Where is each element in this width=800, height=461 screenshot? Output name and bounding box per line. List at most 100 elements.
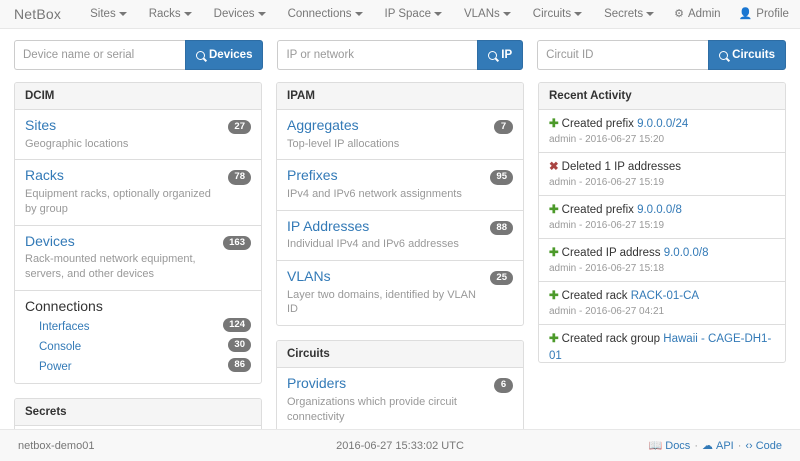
- nav-item-profile[interactable]: 👤 Profile: [730, 8, 798, 20]
- item-description: Layer two domains, identified by VLAN ID: [287, 288, 476, 316]
- footer-link-docs[interactable]: 📖 Docs: [649, 439, 691, 453]
- list-item[interactable]: Prefixes 95 IPv4 and IPv6 network assign…: [277, 160, 523, 211]
- link-ip-addresses[interactable]: IP Addresses: [287, 217, 370, 234]
- nav-item-connections[interactable]: Connections: [277, 8, 374, 20]
- activity-meta: admin - 2016-06-27 15:18: [549, 263, 665, 275]
- activity-object-link[interactable]: 9.0.0.0/8: [637, 204, 682, 217]
- footer-link-api[interactable]: ☁ API: [701, 439, 734, 453]
- count-badge: 86: [228, 357, 251, 373]
- nav-item-vlans[interactable]: VLANs: [453, 8, 522, 20]
- activity-item[interactable]: ✚ Created prefix 9.0.0.0/24 admin - 2016-…: [539, 110, 785, 154]
- chevron-down-icon: [183, 11, 192, 16]
- activity-object-link[interactable]: 9.0.0.0/8: [663, 247, 709, 260]
- nav-label: VLANs: [463, 8, 500, 20]
- nav-item-admin[interactable]: ⚙ Admin: [665, 8, 729, 20]
- list-item[interactable]: Providers 6 Organizations which provide …: [277, 368, 523, 434]
- footer-separator: ·: [737, 439, 742, 452]
- list-item[interactable]: Racks 78 Equipment racks, optionally org…: [15, 160, 261, 226]
- link-racks[interactable]: Racks: [25, 167, 64, 184]
- count-badge: 27: [228, 120, 251, 135]
- list-item[interactable]: VLANs 25 Layer two domains, identified b…: [277, 261, 523, 325]
- link-power[interactable]: Power: [39, 360, 72, 373]
- brand-logo[interactable]: NetBox: [14, 6, 62, 22]
- activity-object-link[interactable]: Hawaii - CAGE-DH1-01: [549, 333, 772, 362]
- list-item[interactable]: Interfaces 124: [25, 316, 251, 336]
- nav-label: Racks: [148, 8, 181, 20]
- circuit-search-button[interactable]: Circuits: [708, 40, 786, 70]
- footer-link-label: Code: [755, 439, 783, 452]
- link-providers[interactable]: Providers: [287, 375, 347, 392]
- list-item[interactable]: Aggregates 7 Top-level IP allocations: [277, 110, 523, 161]
- button-label: IP: [501, 49, 513, 61]
- item-description: Equipment racks, optionally organized by…: [25, 187, 211, 215]
- nav-label: Secrets: [604, 8, 644, 20]
- nav-user-menu: ⚙Admin 👤Profile ↦Log out: [665, 8, 800, 20]
- button-label: Circuits: [732, 49, 775, 61]
- panel-recent-activity: Recent Activity ✚ Created prefix 9.0.0.0/…: [538, 82, 786, 363]
- activity-action: Deleted 1 IP addresses: [561, 161, 681, 174]
- link-aggregates[interactable]: Aggregates: [287, 117, 359, 133]
- button-label: Devices: [209, 49, 253, 61]
- list-item[interactable]: Sites 27 Geographic locations: [15, 110, 261, 161]
- activity-line: ✚ Created IP address 9.0.0.0/8: [549, 245, 775, 261]
- item-description: IPv4 and IPv6 network assignments: [287, 187, 462, 200]
- activity-item[interactable]: ✖ Deleted 1 IP addresses admin - 2016-06-…: [539, 153, 785, 197]
- activity-action: Created IP address: [561, 247, 661, 260]
- search-icon: [196, 50, 205, 60]
- circuit-search-input[interactable]: [537, 40, 709, 70]
- activity-item[interactable]: ✚ Created prefix 9.0.0.0/8 admin - 2016-0…: [539, 196, 785, 240]
- plus-icon: ✚: [549, 204, 559, 217]
- chevron-down-icon: [646, 11, 655, 16]
- link-prefixes[interactable]: Prefixes: [287, 167, 338, 184]
- list-item[interactable]: Power 86: [25, 356, 251, 376]
- nav-item-secrets[interactable]: Secrets: [593, 8, 665, 20]
- ip-search-input[interactable]: [277, 40, 478, 70]
- cloud-icon: ☁: [701, 440, 713, 452]
- panel-body: Sites 27 Geographic locations Racks 78 E…: [15, 110, 261, 383]
- link-devices[interactable]: Devices: [25, 232, 75, 249]
- list-item[interactable]: IP Addresses 88 Individual IPv4 and IPv6…: [277, 211, 523, 262]
- activity-scroll-area[interactable]: ✚ Created prefix 9.0.0.0/24 admin - 2016-…: [539, 110, 785, 362]
- plus-icon: ✚: [549, 290, 559, 303]
- list-item[interactable]: Devices 163 Rack-mounted network equipme…: [15, 226, 261, 291]
- footer-link-label: API: [715, 439, 734, 452]
- activity-item[interactable]: ✚ Created rack group Hawaii - CAGE-DH1-01…: [539, 325, 785, 362]
- plus-icon: ✚: [549, 333, 559, 346]
- nav-item-sites[interactable]: Sites: [79, 8, 138, 20]
- list-item[interactable]: Console 30: [25, 336, 251, 356]
- footer-hostname: netbox-demo01: [18, 439, 95, 452]
- ip-search-button[interactable]: IP: [477, 40, 524, 70]
- activity-object-link[interactable]: RACK-01-CA: [630, 290, 700, 303]
- nav-item-ip-space[interactable]: IP Space: [374, 8, 453, 20]
- link-console[interactable]: Console: [39, 340, 82, 353]
- nav-item-devices[interactable]: Devices: [203, 8, 277, 20]
- nav-item-circuits[interactable]: Circuits: [522, 8, 593, 20]
- device-search-button[interactable]: Devices: [185, 40, 264, 70]
- activity-action: Created rack: [561, 290, 628, 303]
- top-navbar: NetBox Sites Racks Devices Connections I…: [0, 0, 800, 29]
- ip-search-group: IP: [277, 40, 524, 70]
- column-middle: IPAM Aggregates 7 Top-level IP allocatio…: [276, 82, 524, 461]
- chevron-down-icon: [354, 11, 363, 16]
- panel-body: Aggregates 7 Top-level IP allocations Pr…: [277, 110, 523, 325]
- activity-action: Created prefix: [561, 118, 634, 130]
- plus-icon: ✚: [549, 118, 559, 130]
- panel-ipam: IPAM Aggregates 7 Top-level IP allocatio…: [276, 82, 524, 327]
- nav-item-racks[interactable]: Racks: [138, 8, 203, 20]
- device-search-input[interactable]: [14, 40, 185, 70]
- x-icon: ✖: [549, 161, 559, 174]
- activity-item[interactable]: ✚ Created IP address 9.0.0.0/8 admin - 20…: [539, 239, 785, 283]
- count-badge: 95: [490, 170, 513, 185]
- footer-link-code[interactable]: ‹› Code: [745, 440, 782, 452]
- activity-meta: admin - 2016-06-27 15:19: [549, 220, 665, 232]
- nav-menu: Sites Racks Devices Connections IP Space…: [79, 8, 665, 20]
- panel-dcim: DCIM Sites 27 Geographic locations Racks…: [14, 82, 262, 384]
- activity-item[interactable]: ✚ Created rack RACK-01-CA admin - 2016-06…: [539, 282, 785, 326]
- link-vlans[interactable]: VLANs: [287, 268, 331, 285]
- link-sites[interactable]: Sites: [25, 117, 57, 133]
- dashboard-columns: DCIM Sites 27 Geographic locations Racks…: [0, 70, 800, 461]
- link-interfaces[interactable]: Interfaces: [39, 320, 90, 333]
- activity-object-link[interactable]: 9.0.0.0/24: [637, 118, 689, 130]
- search-icon: [488, 50, 498, 60]
- panel-title: IPAM: [277, 83, 523, 110]
